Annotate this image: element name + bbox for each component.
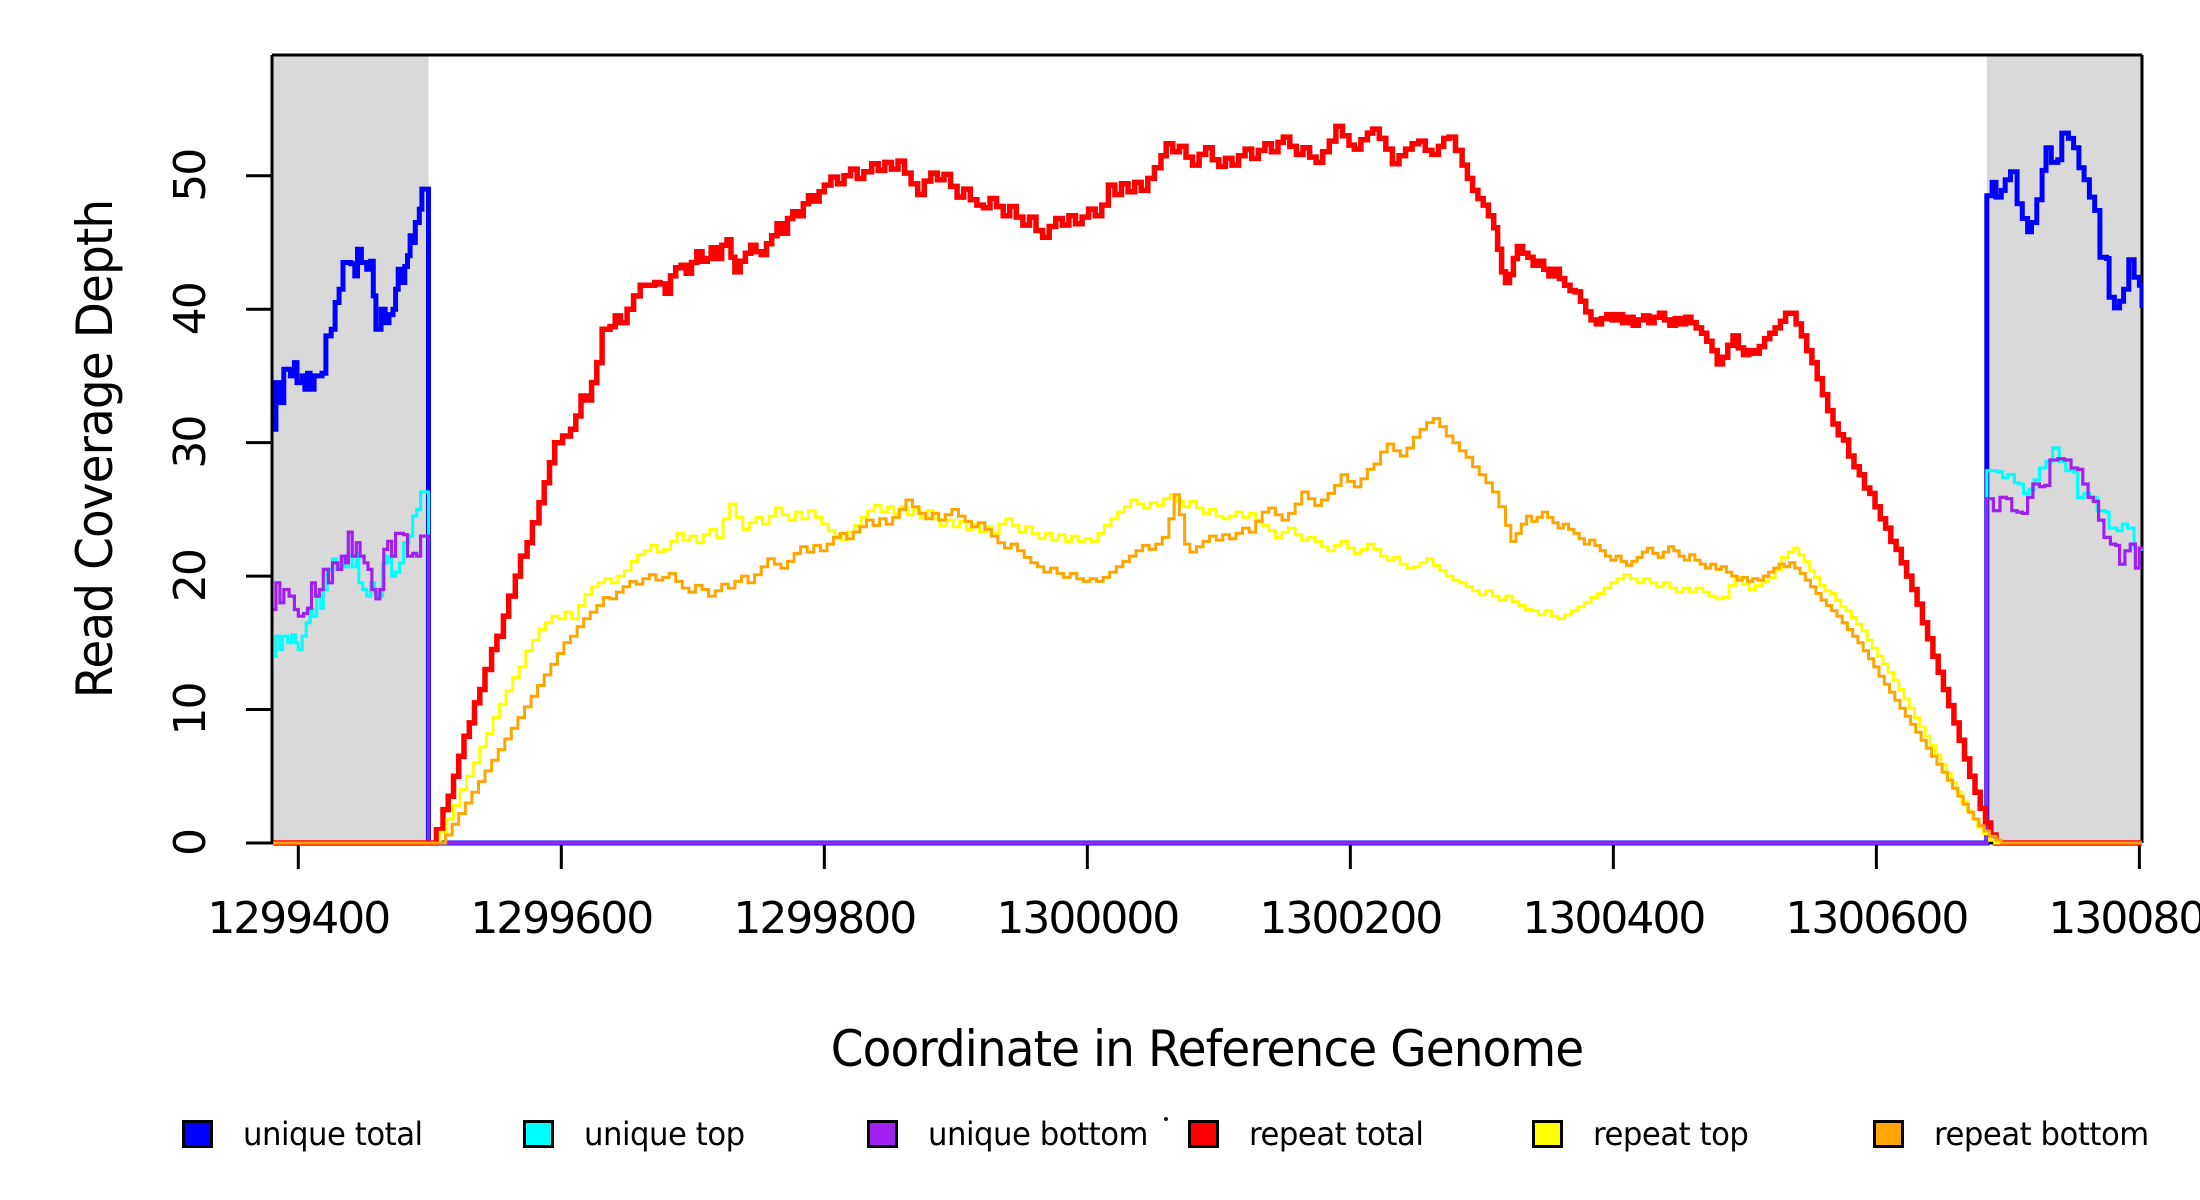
legend-label-repeat-total: repeat total <box>1249 1115 1424 1153</box>
x-tick-label: 1300600 <box>1785 893 1967 944</box>
x-tick-label: 1300400 <box>1522 893 1704 944</box>
legend-swatch-unique-top-icon <box>523 1120 554 1148</box>
series-line-unique-top <box>273 446 2143 845</box>
legend-item-repeat-top: repeat top <box>1532 1112 1755 1156</box>
y-tick-label: 40 <box>165 283 216 335</box>
legend-label-unique-bottom: unique bottom <box>928 1115 1148 1153</box>
series-layer <box>273 123 2143 846</box>
legend-swatch-repeat-total-icon <box>1188 1120 1219 1148</box>
x-tick-label: 1299600 <box>470 893 652 944</box>
legend-label-repeat-top: repeat top <box>1593 1115 1749 1153</box>
y-axis-title: Read Coverage Depth <box>66 199 124 699</box>
series-line-repeat-total <box>273 123 2142 846</box>
legend-label-repeat-bottom: repeat bottom <box>1934 1115 2149 1153</box>
series-line-unique-total <box>273 130 2143 846</box>
x-tick-label: 1299800 <box>733 893 915 944</box>
legend-artifact-dot <box>1164 1117 1168 1121</box>
y-tick-label: 50 <box>165 150 216 202</box>
x-tick-label: 1300000 <box>996 893 1178 944</box>
masked-region <box>272 55 429 843</box>
legend-swatch-unique-total-icon <box>182 1120 213 1148</box>
series-line-unique-bottom <box>273 457 2143 845</box>
x-tick-label: 1300200 <box>1259 893 1441 944</box>
legend-item-repeat-bottom: repeat bottom <box>1873 1112 2158 1156</box>
legend-swatch-unique-bottom-icon <box>867 1120 898 1148</box>
legend-swatch-repeat-bottom-icon <box>1873 1120 1904 1148</box>
legend-item-unique-total: unique total <box>182 1112 430 1156</box>
masked-region <box>1986 55 2142 843</box>
chart-legend: unique total unique top unique bottom repea… <box>0 1112 2200 1162</box>
legend-item-unique-top: unique top <box>523 1112 751 1156</box>
x-tick-label: 1299400 <box>207 893 389 944</box>
legend-item-repeat-total: repeat total <box>1188 1112 1431 1156</box>
y-tick-label: 0 <box>165 830 216 856</box>
y-tick-label: 30 <box>165 417 216 469</box>
x-axis-title: Coordinate in Reference Genome <box>830 1020 1584 1078</box>
legend-label-unique-total: unique total <box>243 1115 423 1153</box>
legend-item-unique-bottom: unique bottom <box>867 1112 1157 1156</box>
legend-swatch-repeat-top-icon <box>1532 1120 1563 1148</box>
y-tick-label: 20 <box>165 550 216 602</box>
series-line-repeat-bottom <box>273 417 2142 845</box>
y-tick-label: 10 <box>165 684 216 736</box>
series-line-repeat-top <box>273 493 2142 845</box>
legend-label-unique-top: unique top <box>584 1115 745 1153</box>
